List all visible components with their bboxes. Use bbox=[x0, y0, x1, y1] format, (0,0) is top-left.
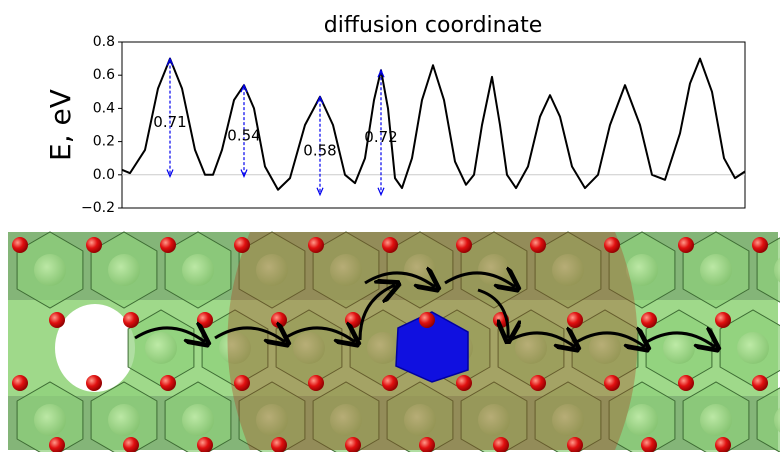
oxygen bbox=[12, 237, 28, 253]
y-tick-label: 0.0 bbox=[93, 167, 115, 183]
oxygen bbox=[86, 237, 102, 253]
oxygen bbox=[308, 375, 324, 391]
cation bbox=[182, 254, 214, 286]
y-tick-label: −0.2 bbox=[81, 200, 115, 216]
oxygen bbox=[49, 312, 65, 328]
cation bbox=[108, 404, 140, 436]
oxygen bbox=[419, 312, 435, 328]
oxygen bbox=[604, 375, 620, 391]
cation bbox=[663, 332, 695, 364]
barrier-label: 0.54 bbox=[227, 126, 260, 144]
barrier-label: 0.71 bbox=[153, 113, 186, 131]
cation bbox=[700, 404, 732, 436]
oxygen bbox=[382, 237, 398, 253]
oxygen bbox=[234, 375, 250, 391]
figure: diffusion coordinate E, eV −0.2 0.0 0.2 0.4… bbox=[0, 0, 780, 452]
oxygen bbox=[456, 237, 472, 253]
oxygen bbox=[197, 312, 213, 328]
oxygen bbox=[12, 375, 28, 391]
y-tick-label: 0.4 bbox=[93, 100, 115, 116]
oxygen bbox=[123, 312, 139, 328]
oxygen bbox=[160, 375, 176, 391]
oxygen bbox=[345, 312, 361, 328]
barrier-label: 0.72 bbox=[364, 128, 397, 146]
oxygen bbox=[752, 237, 768, 253]
oxygen bbox=[641, 312, 657, 328]
oxygen bbox=[530, 375, 546, 391]
oxygen bbox=[456, 375, 472, 391]
y-axis-label: E, eV bbox=[44, 89, 77, 161]
oxygen bbox=[86, 375, 102, 391]
oxygen bbox=[715, 312, 731, 328]
oxygen bbox=[678, 375, 694, 391]
cation bbox=[108, 254, 140, 286]
y-tick-label: 0.8 bbox=[93, 34, 115, 50]
cation bbox=[626, 404, 658, 436]
oxygen bbox=[530, 237, 546, 253]
oxygen bbox=[308, 237, 324, 253]
y-tick-label: 0.6 bbox=[93, 67, 115, 83]
cation bbox=[182, 404, 214, 436]
crystal-structure bbox=[8, 232, 780, 452]
oxygen bbox=[567, 312, 583, 328]
cation bbox=[700, 254, 732, 286]
cation bbox=[34, 404, 66, 436]
oxygen bbox=[382, 375, 398, 391]
plot: −0.2 0.0 0.2 0.4 0.6 0.8 0.71 0.54 0.58 0.72 bbox=[81, 34, 745, 216]
oxygen bbox=[752, 375, 768, 391]
barrier-label: 0.58 bbox=[303, 141, 336, 159]
cation bbox=[34, 254, 66, 286]
oxygen bbox=[160, 237, 176, 253]
chart-title: diffusion coordinate bbox=[324, 13, 543, 38]
oxygen bbox=[234, 237, 250, 253]
oxygen bbox=[678, 237, 694, 253]
y-tick-label: 0.2 bbox=[93, 134, 115, 150]
cation bbox=[145, 332, 177, 364]
cation bbox=[737, 332, 769, 364]
oxygen bbox=[271, 312, 287, 328]
oxygen bbox=[604, 237, 620, 253]
